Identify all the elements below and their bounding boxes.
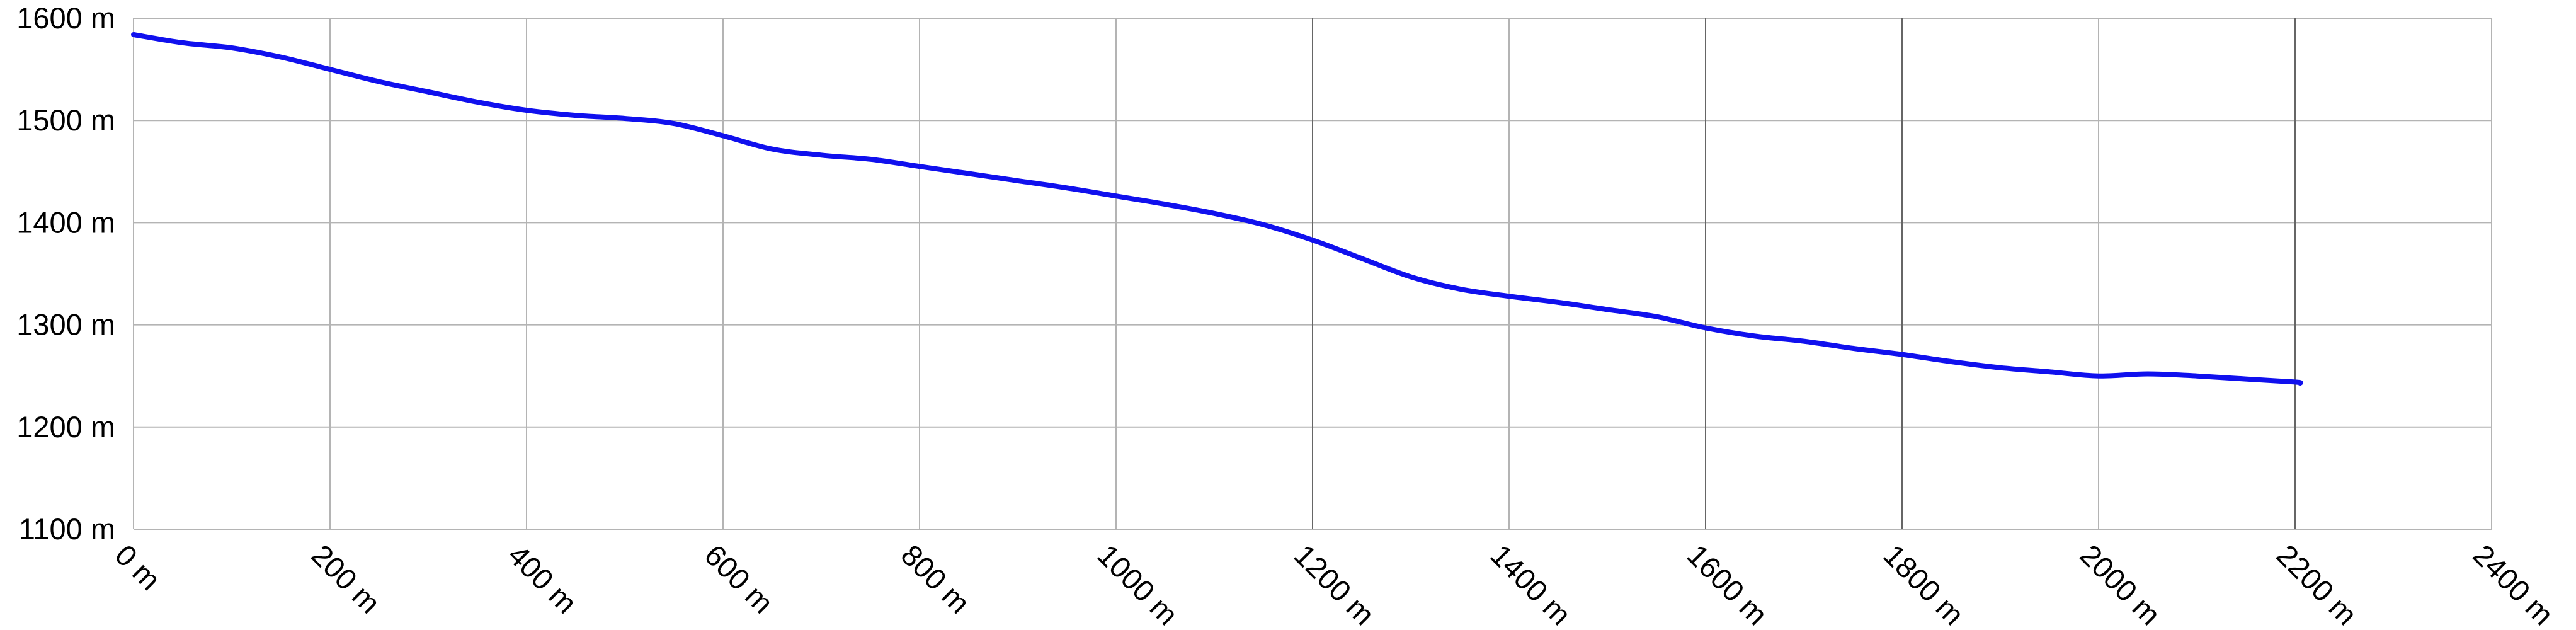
x-tick-label: 1600 m [1681,538,1774,630]
y-tick-label: 1500 m [16,103,115,137]
y-tick-label: 1200 m [16,410,115,444]
x-tick-label: 800 m [895,538,977,620]
x-tick-label: 400 m [502,538,584,620]
x-tick-label: 1800 m [1878,538,1971,630]
x-tick-label: 2000 m [2074,538,2167,630]
y-axis-tick-labels: 1100 m 1200 m 1300 m 1400 m 1500 m 1600 m [16,1,115,546]
x-tick-label: 1200 m [1288,538,1381,630]
series-layer [131,32,2303,386]
x-tick-label: 1400 m [1485,538,1578,630]
x-tick-label: 600 m [698,538,780,620]
y-tick-label: 1400 m [16,205,115,239]
y-tick-label: 1600 m [16,1,115,35]
elevation-line [131,32,2303,386]
x-tick-label: 200 m [305,538,387,620]
x-tick-label: 2400 m [2467,538,2560,630]
x-tick-label: 0 m [109,538,168,597]
x-tick-label: 1000 m [1091,538,1185,630]
x-axis-tick-labels: 0 m 200 m 400 m 600 m 800 m 1000 m 1200 m 1400 … [109,538,2560,630]
x-tick-label: 2200 m [2271,538,2364,630]
grid [133,18,2492,530]
y-tick-label: 1300 m [16,308,115,341]
y-tick-label: 1100 m [19,512,115,546]
